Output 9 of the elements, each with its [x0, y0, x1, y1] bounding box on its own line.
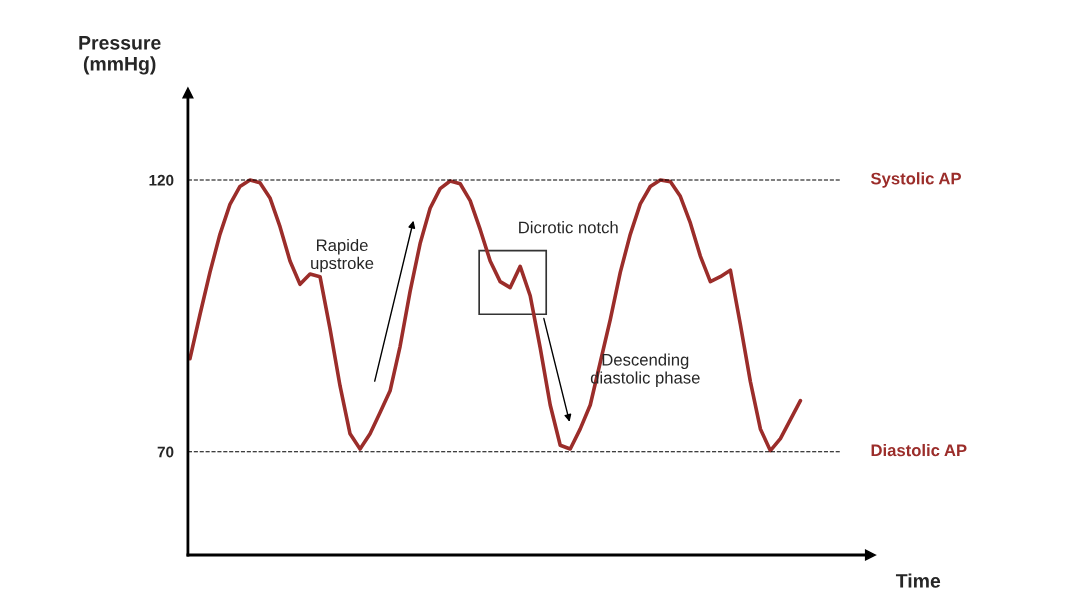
ref-line-label: Diastolic AP — [871, 443, 967, 457]
x-axis-title: Time — [895, 573, 941, 588]
y-tick-label: 70 — [157, 446, 174, 458]
annotation: Rapide upstroke — [311, 238, 374, 273]
annotation: Dicrotic notch — [519, 221, 618, 234]
y-tick-label: 120 — [149, 174, 174, 186]
y-axis-title: Pressure (mmHg) — [79, 36, 161, 75]
ref-line-label: Systolic AP — [870, 172, 961, 188]
line-series — [188, 178, 803, 453]
